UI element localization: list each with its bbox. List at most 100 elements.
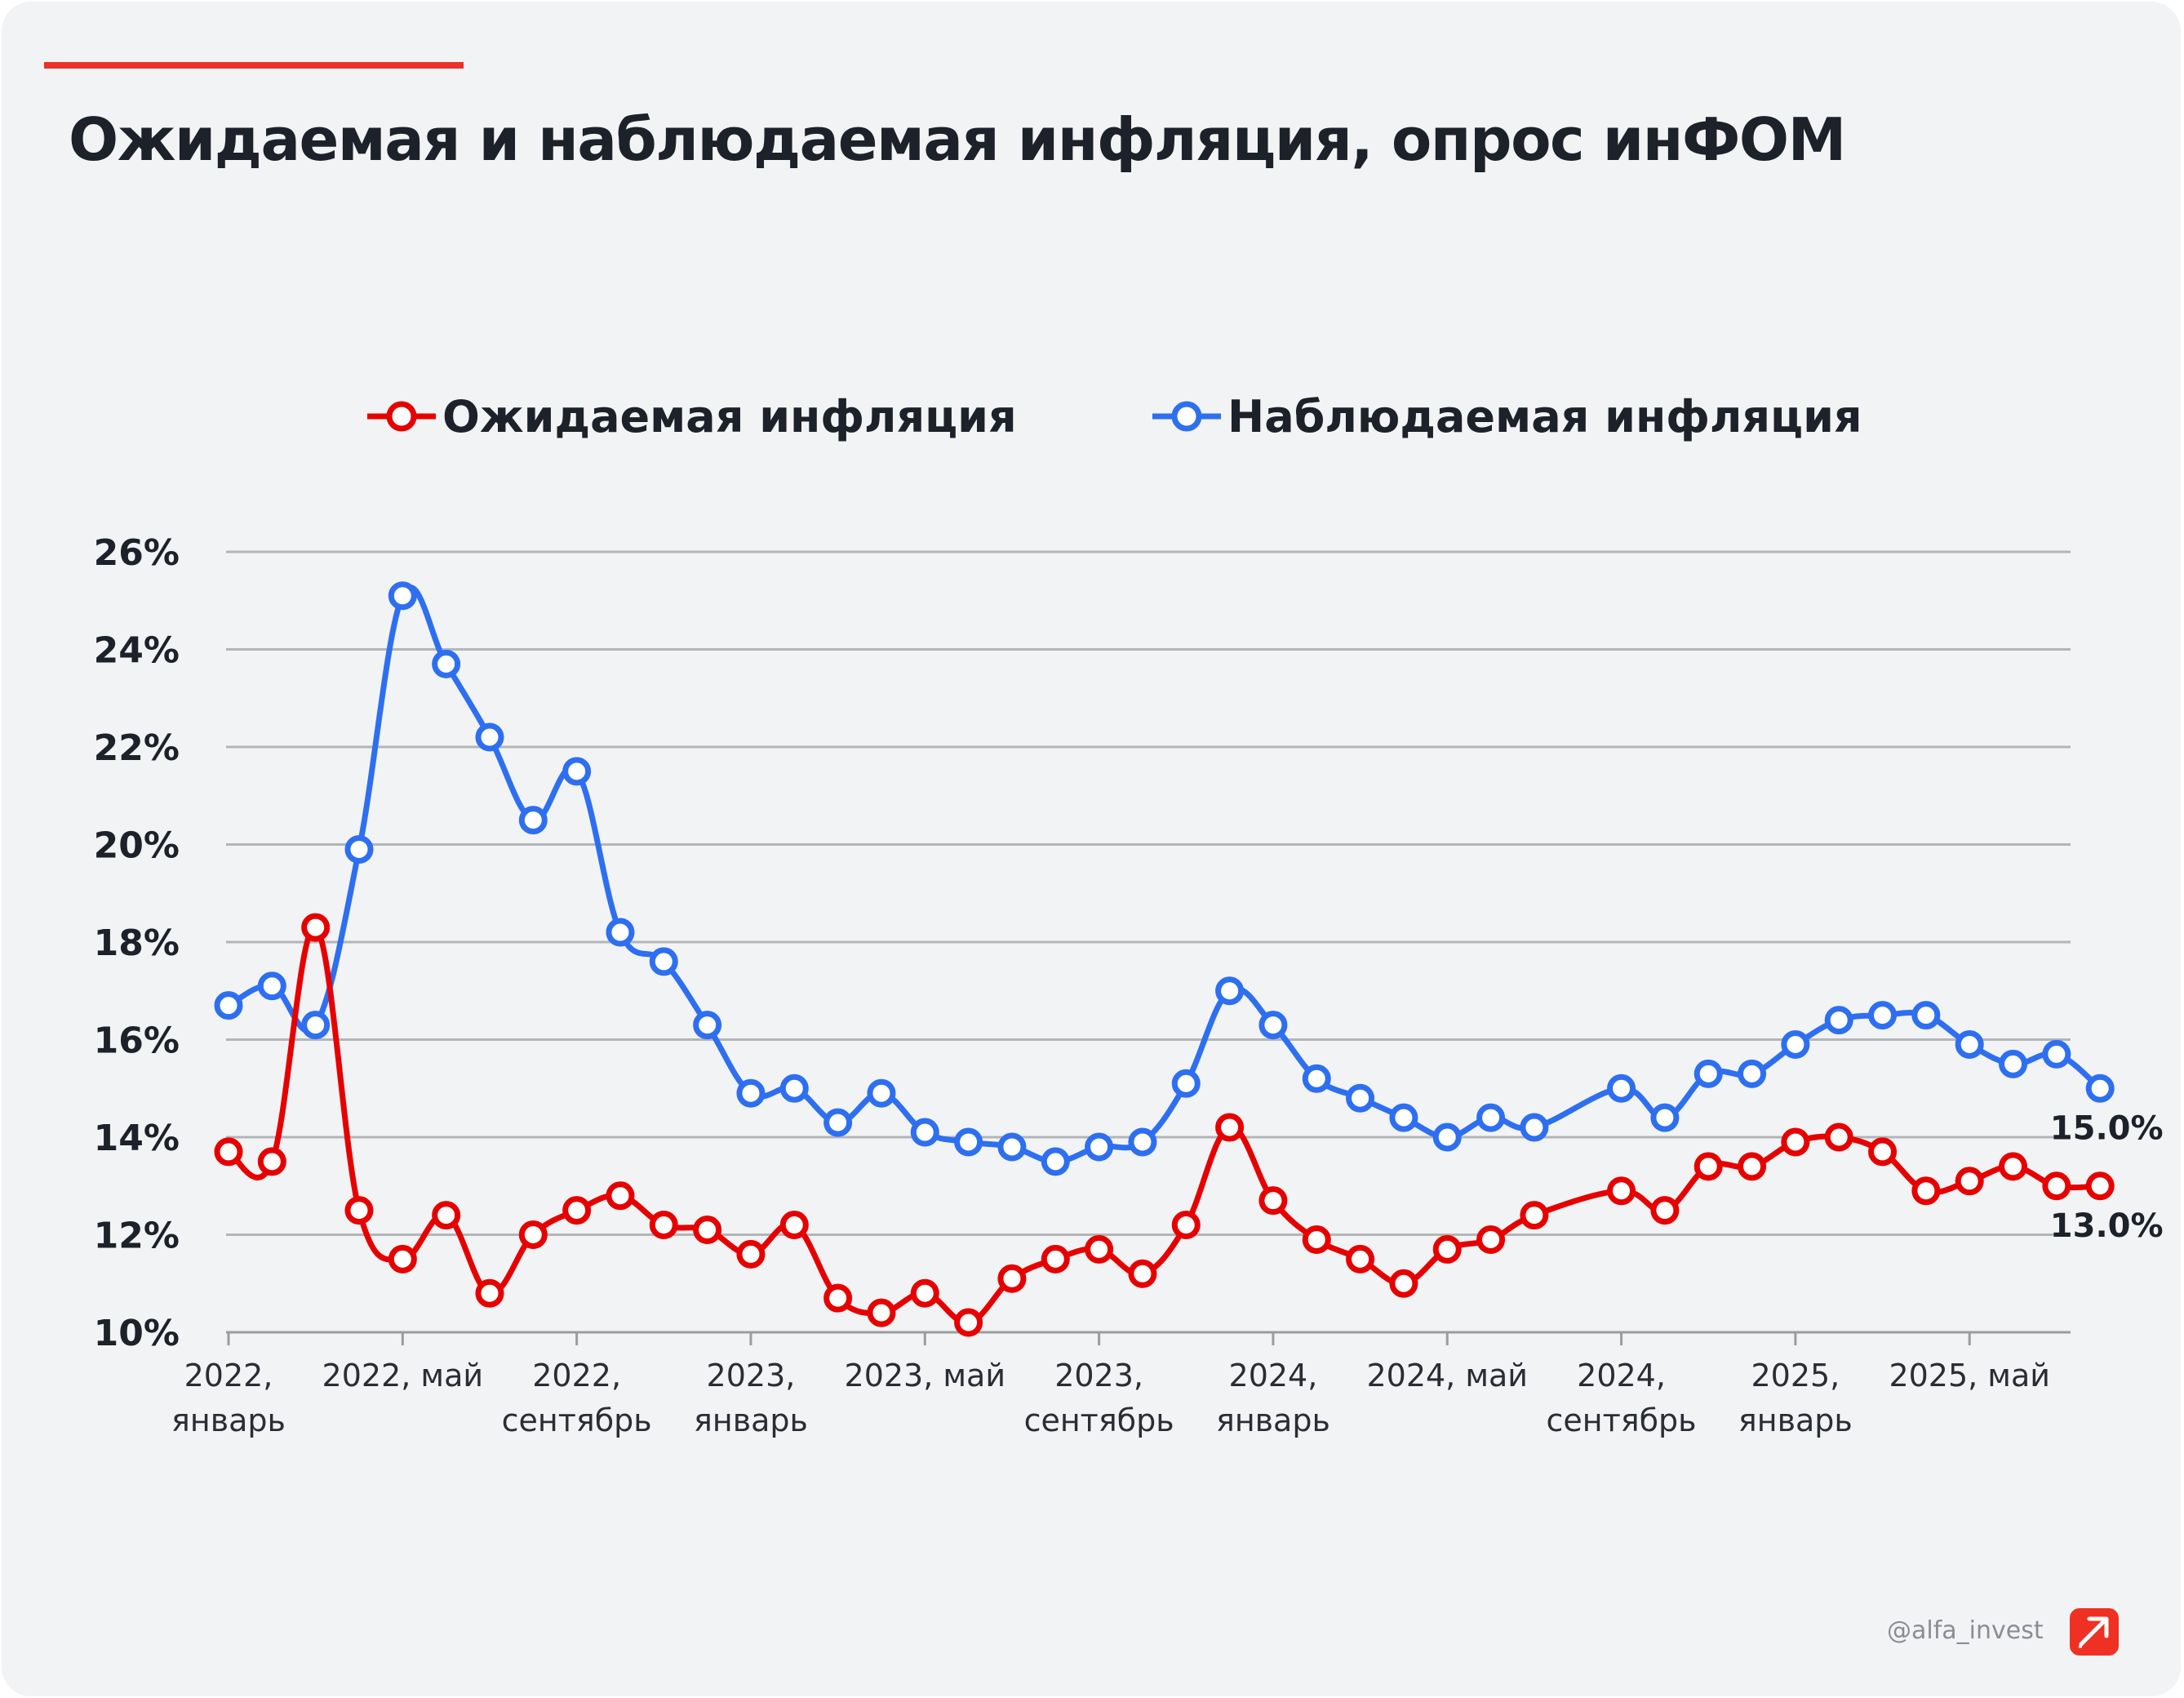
x-tick-label: 2024, май <box>1366 1358 1528 1394</box>
series-layer <box>214 581 2115 1337</box>
legend-label: Наблюдаемая инфляция <box>1227 391 1862 442</box>
data-point <box>475 1278 504 1308</box>
end-labels: 13.0% 15.0% <box>2050 1109 2164 1245</box>
data-point <box>214 991 243 1020</box>
y-tick-label: 16% <box>94 1020 180 1062</box>
y-tick-label: 24% <box>94 630 180 672</box>
data-point <box>693 1011 722 1040</box>
data-point <box>1346 1244 1375 1274</box>
data-point <box>823 1108 853 1137</box>
y-tick-label: 26% <box>94 532 180 574</box>
chart-title: Ожидаемая и наблюдаемая инфляция, опрос … <box>69 105 1846 174</box>
data-point <box>606 1181 635 1211</box>
data-point <box>1520 1201 1549 1230</box>
data-point <box>736 1239 766 1269</box>
data-point <box>1215 1113 1245 1142</box>
x-tick-label: 2023, январь <box>694 1358 808 1438</box>
data-point <box>1693 1152 1723 1181</box>
data-point <box>823 1283 853 1313</box>
x-tick-label: 2022, май <box>322 1358 484 1394</box>
data-point <box>301 1011 331 1040</box>
y-tick-label: 12% <box>94 1216 180 1257</box>
data-point <box>1389 1103 1418 1132</box>
legend-marker <box>386 401 417 432</box>
legend-marker <box>1171 401 1202 432</box>
data-point <box>1302 1225 1331 1254</box>
data-point <box>1738 1059 1767 1088</box>
legend-item: Наблюдаемая инфляция <box>1152 391 1862 442</box>
legend-label: Ожидаемая инфляция <box>442 391 1017 442</box>
data-point <box>562 1196 592 1225</box>
data-point <box>2085 1073 2115 1103</box>
data-point <box>1955 1029 1984 1059</box>
data-point <box>1171 1069 1201 1098</box>
accent-bar <box>44 62 464 69</box>
data-point <box>475 722 504 752</box>
data-point <box>518 1220 548 1249</box>
data-point <box>1171 1211 1201 1240</box>
y-tick-label: 10% <box>94 1313 180 1354</box>
data-point <box>1911 1176 1941 1206</box>
data-point <box>1650 1196 1680 1225</box>
data-point <box>1868 1137 1898 1167</box>
data-point <box>1868 1001 1898 1030</box>
footer-handle: @alfa_invest <box>1887 1616 2044 1645</box>
x-tick-label: 2022, январь <box>171 1358 286 1438</box>
data-point <box>1085 1132 1114 1162</box>
legend-item: Ожидаемая инфляция <box>367 391 1017 442</box>
data-point <box>954 1308 983 1337</box>
x-tick-label: 2025, январь <box>1738 1358 1853 1438</box>
data-point <box>1650 1103 1680 1132</box>
x-tick-label: 2023, май <box>845 1358 1006 1394</box>
data-point <box>1041 1244 1070 1274</box>
data-point <box>1693 1059 1723 1088</box>
end-value-label: 15.0% <box>2050 1109 2164 1147</box>
x-tick-label: 2024, январь <box>1216 1358 1330 1438</box>
data-point <box>432 649 461 678</box>
y-axis: 10% 12% 14% 16% 18% 20% 22% 24% 26% <box>94 532 180 1354</box>
y-tick-label: 14% <box>94 1118 180 1159</box>
data-point <box>867 1298 896 1327</box>
data-point <box>1738 1152 1767 1181</box>
y-tick-label: 18% <box>94 922 180 964</box>
data-point <box>606 918 635 947</box>
data-point <box>1607 1176 1636 1206</box>
y-tick-label: 20% <box>94 825 180 867</box>
data-point <box>1128 1127 1157 1157</box>
data-point <box>2042 1171 2071 1201</box>
data-point <box>1781 1127 1810 1157</box>
data-point <box>1911 1001 1941 1030</box>
data-point <box>1824 1122 1853 1152</box>
data-point <box>344 834 374 864</box>
x-axis: 2022, январь 2022, май 2022, сентябрь 2023, ян… <box>171 1332 2050 1438</box>
data-point <box>432 1201 461 1230</box>
series-observed <box>214 581 2115 1176</box>
data-point <box>1781 1029 1810 1059</box>
series-line <box>225 585 2103 1165</box>
data-point <box>997 1264 1027 1293</box>
y-tick-label: 22% <box>94 727 180 769</box>
x-tick-label: 2024, сентябрь <box>1547 1358 1697 1438</box>
data-point <box>1607 1073 1636 1103</box>
data-point <box>1346 1083 1375 1113</box>
data-point <box>779 1073 809 1103</box>
data-point <box>910 1278 939 1308</box>
data-point <box>1999 1152 2028 1181</box>
data-point <box>693 1216 722 1245</box>
series-line <box>225 924 2103 1326</box>
data-point <box>257 971 286 1001</box>
data-point <box>1302 1064 1331 1093</box>
data-point <box>736 1078 766 1108</box>
data-point <box>2085 1171 2115 1201</box>
data-point <box>388 1244 417 1274</box>
data-point <box>1389 1269 1418 1298</box>
data-point <box>910 1118 939 1147</box>
data-point <box>1432 1234 1462 1264</box>
data-point <box>1520 1113 1549 1142</box>
series-expected <box>214 913 2115 1337</box>
gridlines <box>226 550 2071 1334</box>
data-point <box>954 1127 983 1157</box>
data-point <box>1432 1122 1462 1152</box>
